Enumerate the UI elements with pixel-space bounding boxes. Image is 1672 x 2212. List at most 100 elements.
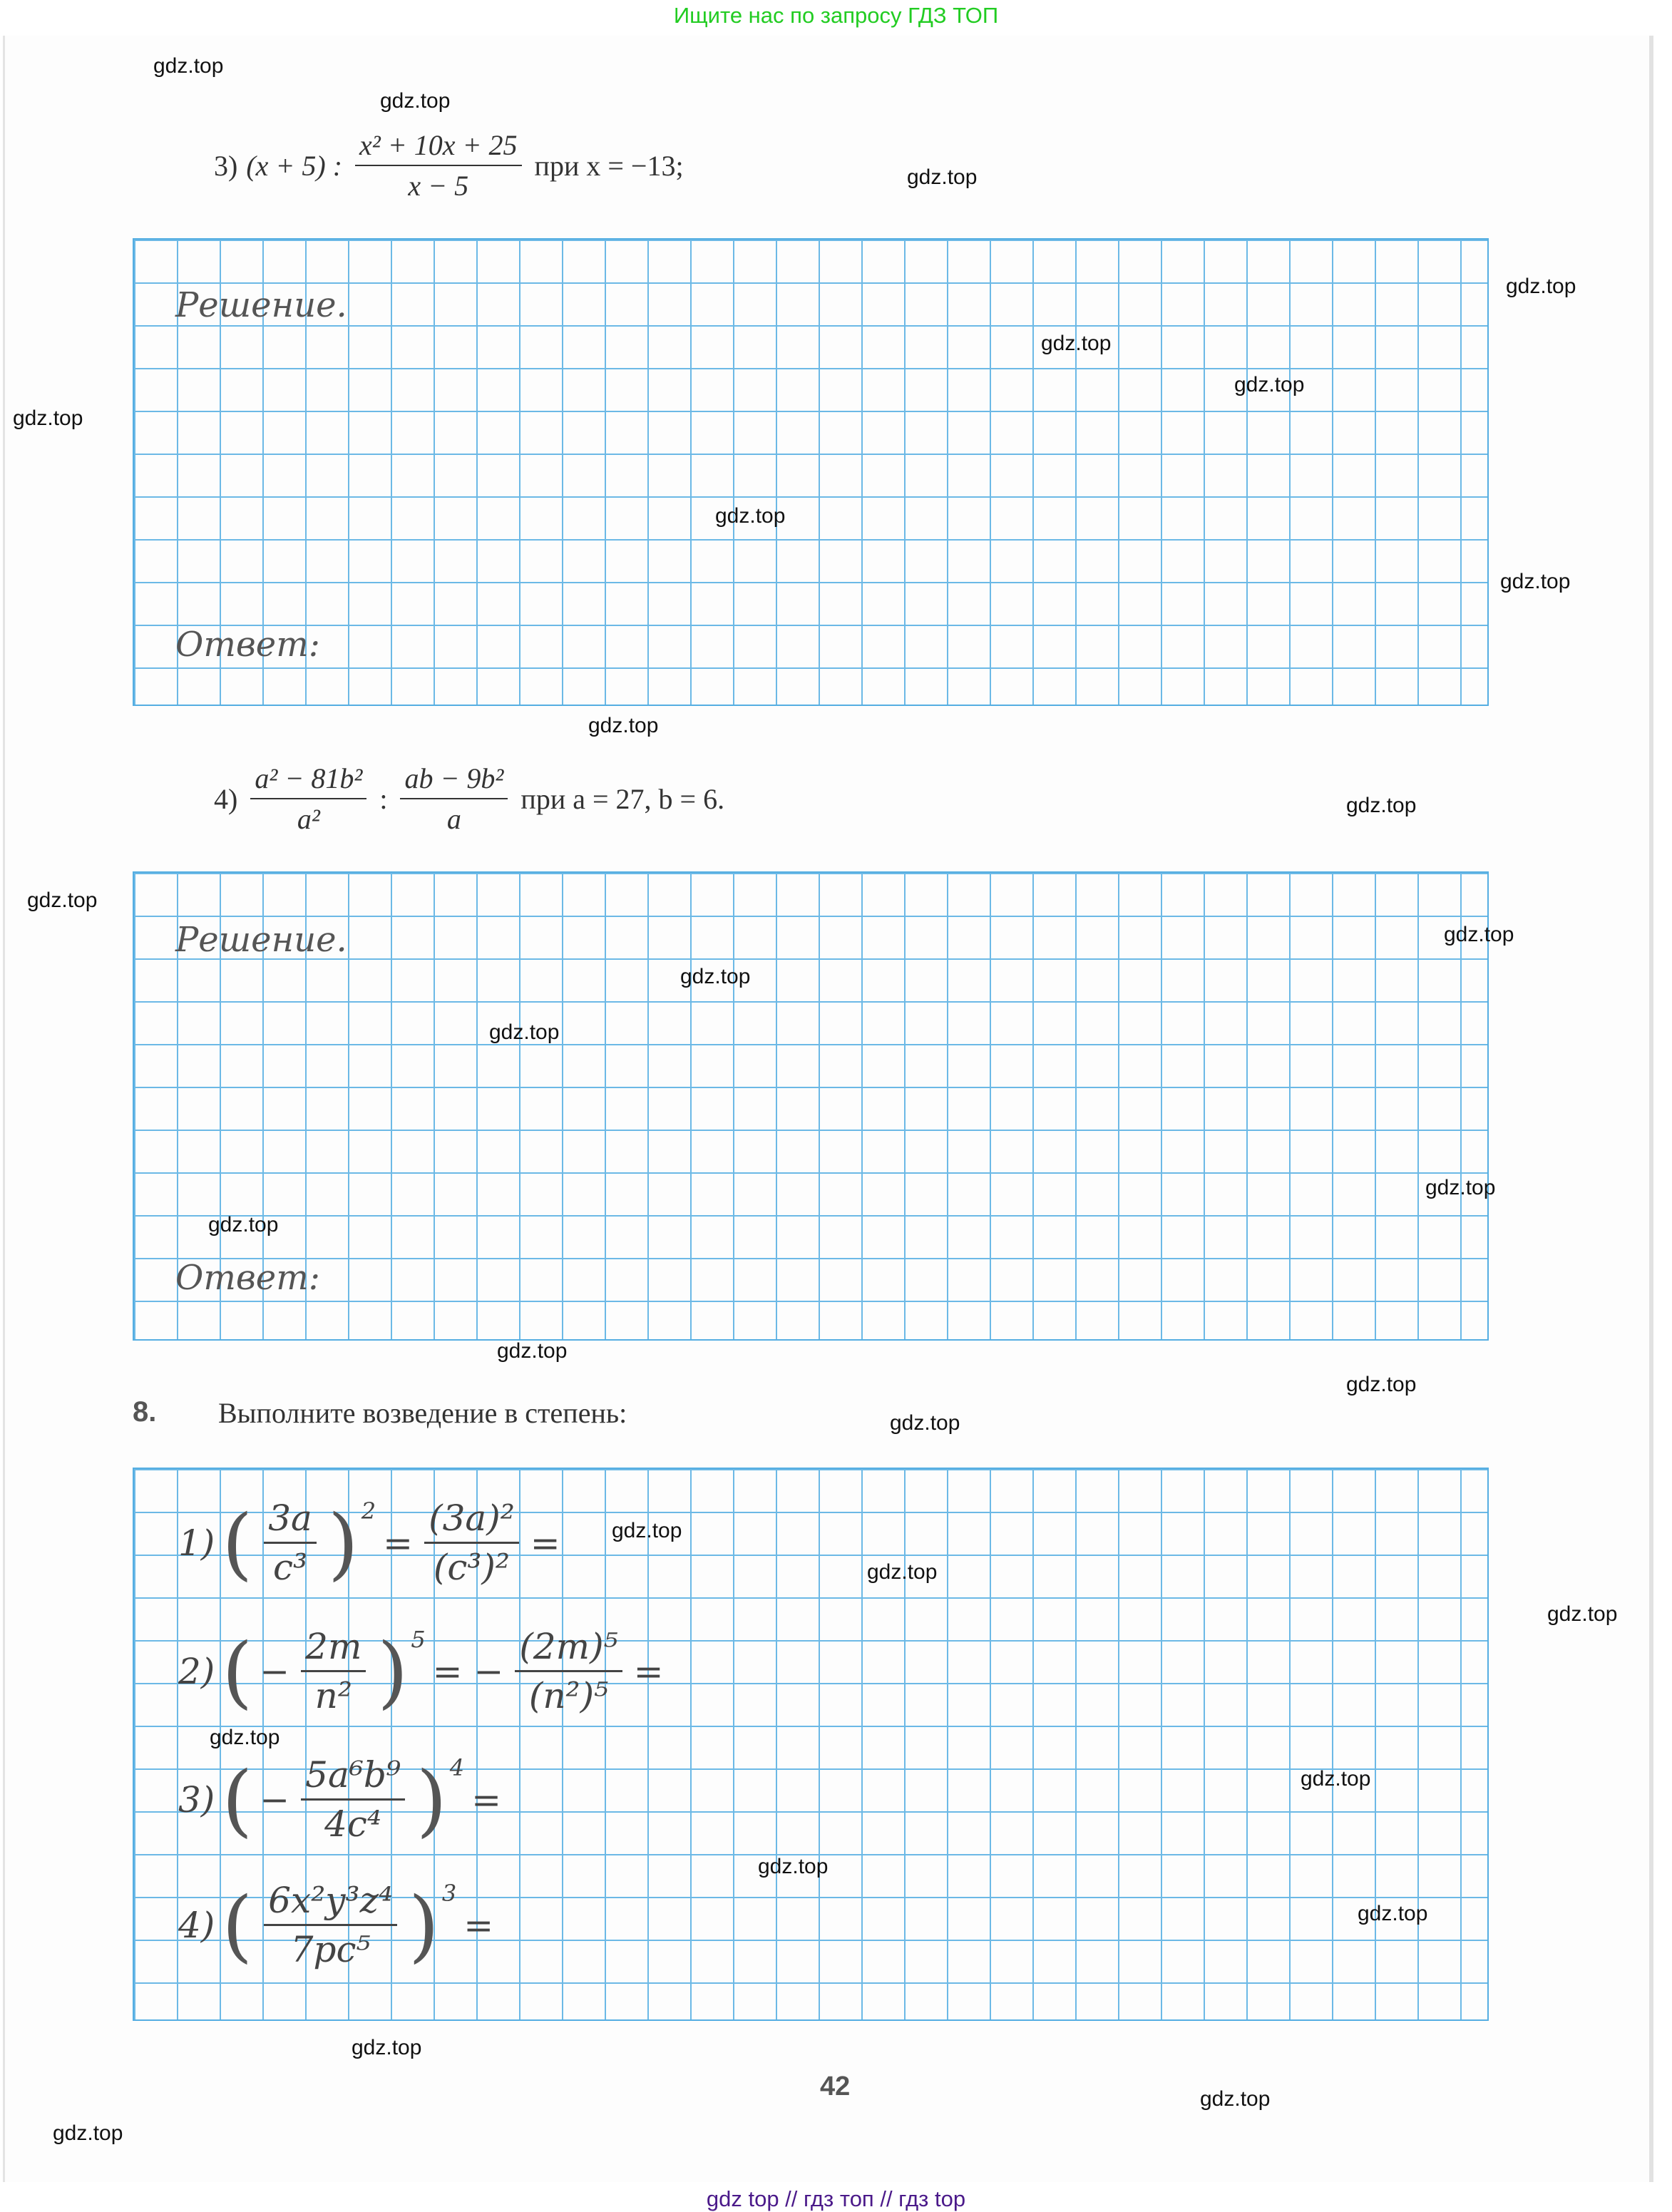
exercise-number: 8. <box>133 1396 157 1428</box>
answer-grid-3[interactable] <box>133 238 1489 706</box>
task-number: 3) <box>214 149 238 182</box>
exercise-item-3: 3) ( − 5a⁶b⁹ 4c⁴ ) 4 = <box>178 1754 501 1845</box>
fraction: 6x²y³z⁴ 7pc⁵ <box>264 1880 397 1970</box>
equals: = <box>633 1650 664 1692</box>
exponent: 5 <box>411 1626 426 1653</box>
item-number: 4) <box>178 1904 215 1946</box>
watermark: gdz.top <box>27 889 98 912</box>
watermark: gdz.top <box>612 1519 682 1542</box>
watermark: gdz.top <box>497 1339 568 1363</box>
left-paren: ( <box>222 1497 253 1589</box>
fraction: ab − 9b² a <box>400 762 508 836</box>
top-banner[interactable]: Ищите нас по запросу ГДЗ ТОП <box>673 3 999 28</box>
exponent: 4 <box>449 1754 465 1781</box>
watermark: gdz.top <box>1346 794 1417 817</box>
watermark: gdz.top <box>1425 1176 1496 1199</box>
exercise-title: Выполните возведение в степень: <box>218 1397 627 1429</box>
solution-label: Решение. <box>175 920 347 960</box>
expression-left: (x + 5) : <box>246 149 343 182</box>
minus-sign: − <box>260 1650 290 1692</box>
watermark: gdz.top <box>489 1020 560 1044</box>
task-number: 4) <box>214 782 238 815</box>
denominator: 7pc⁵ <box>290 1929 371 1970</box>
numerator: 6x²y³z⁴ <box>264 1880 397 1926</box>
left-paren: ( <box>222 1625 253 1717</box>
condition: при x = −13; <box>534 149 684 182</box>
fraction: (3a)² (c³)² <box>424 1497 519 1588</box>
watermark: gdz.top <box>1200 2087 1271 2111</box>
watermark: gdz.top <box>1547 1602 1618 1626</box>
denominator: a <box>446 803 461 835</box>
numerator: a² − 81b² <box>250 762 367 799</box>
exercise-item-1: 1) ( 3a c³ ) 2 = (3a)² (c³)² = <box>178 1497 560 1588</box>
task-3: 3) (x + 5) : x² + 10x + 25 x − 5 при x =… <box>214 128 684 203</box>
answer-grid-4[interactable] <box>133 871 1489 1341</box>
watermark: gdz.top <box>890 1411 960 1435</box>
denominator: x − 5 <box>408 170 469 202</box>
answer-label: Ответ: <box>175 1258 320 1298</box>
footer-links[interactable]: gdz top // гдз топ // гдз top <box>706 2186 966 2211</box>
watermark: gdz.top <box>1346 1373 1417 1396</box>
numerator: 3a <box>264 1497 317 1544</box>
numerator: (3a)² <box>424 1497 519 1544</box>
denominator: c³ <box>273 1547 308 1588</box>
watermark: gdz.top <box>1234 373 1305 396</box>
minus-sign: − <box>260 1778 290 1821</box>
equals: = <box>463 1904 494 1946</box>
watermark: gdz.top <box>352 2036 422 2059</box>
task-4: 4) a² − 81b² a² : ab − 9b² a при a = 27,… <box>214 762 724 836</box>
denominator: a² <box>297 803 320 835</box>
right-paren: ) <box>408 1879 439 1971</box>
denominator: (n²)⁵ <box>528 1675 609 1716</box>
solution-label: Решение. <box>175 285 347 325</box>
equals: = <box>530 1522 560 1564</box>
operator: : <box>379 782 388 815</box>
numerator: 2m <box>301 1626 366 1672</box>
numerator: (2m)⁵ <box>515 1626 622 1672</box>
numerator: x² + 10x + 25 <box>355 128 522 166</box>
numerator: ab − 9b² <box>400 762 508 799</box>
page-number: 42 <box>820 2072 851 2101</box>
condition: при a = 27, b = 6. <box>520 782 725 815</box>
watermark: gdz.top <box>380 89 451 113</box>
left-paren: ( <box>222 1879 253 1971</box>
watermark: gdz.top <box>210 1726 280 1749</box>
watermark: gdz.top <box>758 1855 829 1878</box>
exponent: 3 <box>441 1880 457 1907</box>
watermark: gdz.top <box>867 1560 938 1584</box>
equals: = <box>383 1522 414 1564</box>
watermark: gdz.top <box>907 165 978 189</box>
watermark: gdz.top <box>588 714 659 737</box>
watermark: gdz.top <box>1444 923 1514 946</box>
watermark: gdz.top <box>1041 332 1112 355</box>
watermark: gdz.top <box>1301 1767 1371 1791</box>
fraction: (2m)⁵ (n²)⁵ <box>515 1626 622 1716</box>
watermark: gdz.top <box>680 965 751 988</box>
denominator: 4c⁴ <box>324 1803 381 1845</box>
watermark: gdz.top <box>53 2121 123 2145</box>
watermark: gdz.top <box>1500 570 1571 593</box>
item-number: 1) <box>178 1522 215 1564</box>
watermark: gdz.top <box>208 1213 279 1236</box>
exponent: 2 <box>361 1497 376 1525</box>
answer-grid-8[interactable] <box>133 1468 1489 2021</box>
exercise-item-2: 2) ( − 2m n² ) 5 = − (2m)⁵ (n²)⁵ = <box>178 1626 664 1716</box>
denominator: n² <box>314 1675 352 1716</box>
fraction: 2m n² <box>301 1626 366 1716</box>
watermark: gdz.top <box>153 54 224 78</box>
equals: = − <box>432 1650 504 1692</box>
watermark: gdz.top <box>1358 1902 1428 1925</box>
watermark: gdz.top <box>1506 275 1576 298</box>
item-number: 2) <box>178 1650 215 1692</box>
fraction: 3a c³ <box>264 1497 317 1588</box>
right-paren: ) <box>327 1497 359 1589</box>
equals: = <box>471 1778 502 1821</box>
item-number: 3) <box>178 1778 215 1821</box>
exercise-item-4: 4) ( 6x²y³z⁴ 7pc⁵ ) 3 = <box>178 1880 493 1970</box>
numerator: 5a⁶b⁹ <box>301 1754 405 1801</box>
fraction: 5a⁶b⁹ 4c⁴ <box>301 1754 405 1845</box>
denominator: (c³)² <box>433 1547 510 1588</box>
fraction: x² + 10x + 25 x − 5 <box>355 128 522 203</box>
right-paren: ) <box>416 1753 447 1845</box>
fraction: a² − 81b² a² <box>250 762 367 836</box>
